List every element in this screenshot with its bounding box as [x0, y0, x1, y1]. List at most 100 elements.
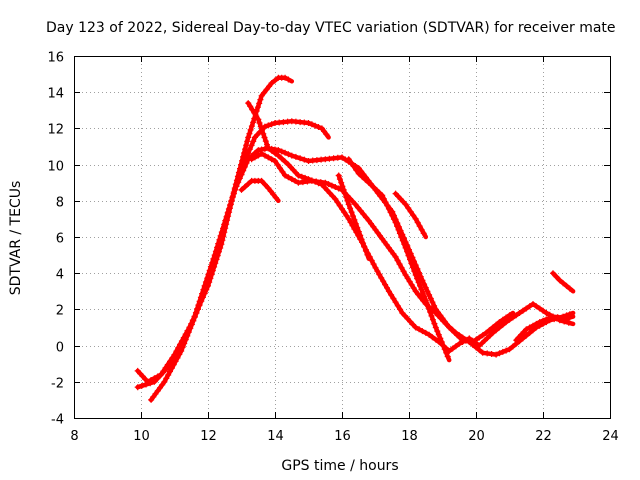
x-tick-label: 24	[602, 429, 619, 444]
data-point-marker	[351, 216, 358, 223]
data-point-marker	[412, 215, 419, 222]
data-point-marker	[469, 337, 476, 344]
data-point-marker	[227, 202, 234, 209]
data-point-marker	[424, 301, 431, 308]
data-point-marker	[247, 126, 254, 133]
data-point-marker	[268, 121, 275, 128]
data-point-marker	[272, 158, 278, 164]
data-point-marker	[410, 212, 417, 219]
data-point-marker	[345, 215, 352, 222]
data-point-marker	[530, 301, 536, 307]
data-point-marker	[400, 268, 407, 275]
data-point-marker	[332, 196, 339, 202]
data-point-marker	[431, 320, 438, 327]
data-point-marker	[428, 312, 435, 319]
data-point-marker	[462, 337, 469, 344]
data-point-marker	[240, 167, 247, 174]
data-point-marker	[211, 252, 218, 259]
data-point-marker	[308, 121, 315, 128]
data-point-marker	[260, 130, 267, 137]
data-point-marker	[246, 130, 253, 137]
data-point-marker	[385, 288, 392, 295]
data-point-marker	[359, 173, 366, 180]
data-point-marker	[355, 228, 362, 235]
data-point-marker	[566, 285, 573, 292]
data-point-marker	[401, 241, 408, 248]
data-point-marker	[533, 303, 540, 310]
data-point-marker	[345, 201, 352, 208]
data-point-marker	[224, 209, 231, 216]
data-point-marker	[516, 310, 523, 316]
data-point-marker	[556, 277, 563, 284]
data-point-marker	[563, 282, 570, 289]
y-tick-label: 16	[47, 51, 64, 66]
data-point-marker	[250, 119, 257, 126]
data-point-marker	[332, 184, 339, 190]
data-point-marker	[268, 147, 275, 154]
data-point-marker	[420, 230, 427, 237]
data-point-marker	[384, 284, 390, 291]
data-point-marker	[138, 382, 145, 389]
data-point-marker	[493, 327, 500, 334]
data-point-marker	[349, 198, 356, 205]
data-point-marker	[503, 347, 510, 354]
chart-title: Day 123 of 2022, Sidereal Day-to-day VTE…	[46, 20, 616, 36]
data-point-marker	[282, 172, 289, 179]
data-point-marker	[392, 219, 399, 226]
data-point-marker	[265, 145, 272, 152]
data-point-marker	[496, 319, 503, 326]
data-point-marker	[262, 138, 269, 145]
data-point-marker	[347, 219, 354, 226]
data-point-marker	[418, 226, 425, 233]
data-point-marker	[523, 326, 530, 333]
data-point-marker	[409, 264, 416, 271]
data-point-marker	[415, 279, 422, 286]
data-point-marker	[441, 346, 448, 353]
data-point-marker	[248, 142, 255, 149]
data-point-marker	[253, 113, 260, 120]
data-point-marker	[151, 378, 158, 385]
data-point-marker	[265, 122, 272, 129]
data-point-marker	[426, 291, 433, 298]
data-point-marker	[220, 225, 226, 232]
data-point-marker	[298, 173, 305, 180]
data-point-marker	[411, 268, 418, 275]
data-point-marker	[422, 284, 429, 291]
data-point-marker	[192, 309, 199, 316]
data-point-marker	[378, 274, 385, 281]
data-point-marker	[536, 305, 543, 312]
x-tick-label: 10	[133, 429, 150, 444]
data-point-marker	[408, 281, 415, 288]
data-point-marker	[390, 295, 397, 302]
data-point-marker	[340, 186, 347, 193]
data-point-marker	[476, 334, 483, 341]
data-point-marker	[385, 205, 392, 212]
data-point-marker	[328, 182, 335, 189]
data-point-marker	[364, 251, 371, 258]
data-point-marker	[416, 223, 423, 230]
data-point-marker	[543, 316, 550, 323]
data-point-marker	[147, 380, 154, 387]
data-point-marker	[279, 168, 286, 175]
data-point-marker	[414, 275, 421, 282]
data-point-marker	[499, 348, 506, 355]
data-point-marker	[357, 232, 364, 239]
data-point-marker	[456, 340, 463, 347]
data-point-marker	[241, 163, 248, 170]
data-point-marker	[268, 80, 275, 87]
data-point-marker	[405, 205, 412, 211]
data-point-marker	[412, 272, 419, 278]
data-point-marker	[389, 212, 396, 219]
data-point-marker	[259, 127, 265, 134]
data-point-marker	[446, 323, 453, 330]
data-point-marker	[261, 134, 268, 141]
data-point-marker	[254, 104, 261, 111]
series-track-9	[392, 190, 429, 240]
data-point-marker	[540, 317, 546, 324]
data-point-marker	[536, 319, 543, 326]
data-point-marker	[256, 100, 263, 107]
data-point-marker	[288, 152, 295, 159]
data-point-marker	[312, 122, 319, 129]
data-point-marker	[214, 244, 221, 251]
